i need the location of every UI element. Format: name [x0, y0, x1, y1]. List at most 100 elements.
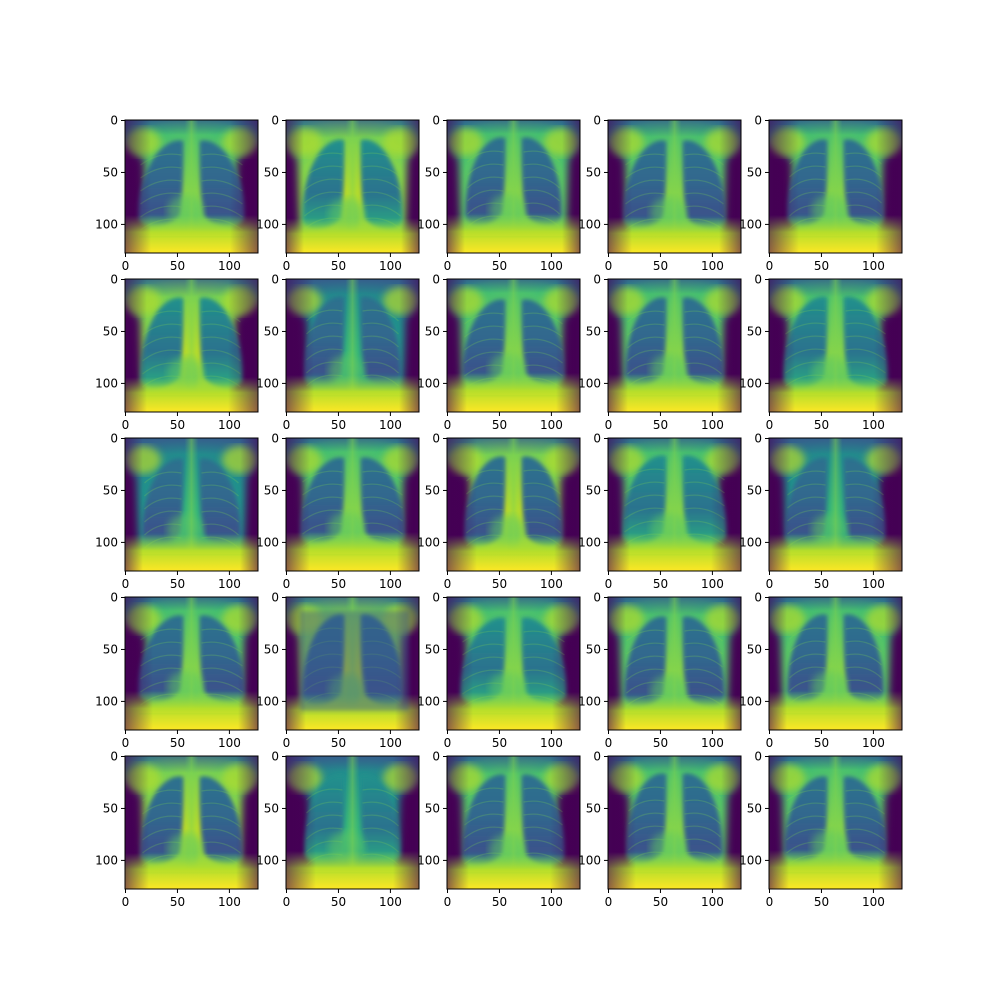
y-tick-label: 50	[586, 165, 601, 179]
axes-frame	[285, 278, 420, 413]
xray-image	[769, 120, 902, 253]
subplot-panel: 0 0 50 50 100 100	[417, 750, 581, 909]
x-tick-label: 100	[218, 736, 241, 750]
y-tick-label: 100	[578, 853, 601, 867]
subplot-panel: 0 0 50 50 100 100	[578, 432, 742, 591]
y-tick-label: 100	[578, 376, 601, 390]
axes-frame	[768, 119, 903, 254]
x-tick-label: 100	[379, 736, 402, 750]
y-tick-label: 0	[110, 432, 118, 446]
y-tick-label: 100	[578, 535, 601, 549]
y-tick-label: 50	[264, 483, 279, 497]
xray-image	[286, 597, 419, 730]
x-tick-label: 0	[766, 259, 774, 273]
y-tick-label: 0	[593, 432, 601, 446]
y-tick-label: 50	[103, 324, 118, 338]
x-tick-label: 0	[122, 418, 130, 432]
axes-frame	[285, 755, 420, 890]
y-tick-label: 100	[739, 217, 762, 231]
x-tick-label: 0	[283, 418, 291, 432]
x-tick-label: 0	[283, 577, 291, 591]
x-tick-label: 100	[218, 418, 241, 432]
xray-image	[125, 597, 258, 730]
y-tick-label: 100	[95, 853, 118, 867]
axes-frame	[768, 437, 903, 572]
x-tick-label: 50	[653, 418, 668, 432]
x-tick-label: 50	[170, 577, 185, 591]
subplot-panel: 0 0 50 50 100 100	[256, 750, 420, 909]
x-tick-label: 50	[170, 895, 185, 909]
y-tick-label: 0	[593, 273, 601, 287]
x-tick-label: 50	[492, 736, 507, 750]
xray-image	[286, 279, 419, 412]
xray-image	[608, 597, 741, 730]
y-tick-label: 50	[103, 642, 118, 656]
y-tick-label: 0	[754, 114, 762, 128]
y-tick-label: 50	[586, 324, 601, 338]
y-tick-label: 0	[432, 750, 440, 764]
y-tick-label: 0	[754, 273, 762, 287]
x-tick-label: 0	[122, 259, 130, 273]
xray-image	[769, 756, 902, 889]
axes-frame	[124, 119, 259, 254]
axes-frame	[446, 278, 581, 413]
x-tick-label: 50	[492, 895, 507, 909]
y-tick-label: 0	[593, 114, 601, 128]
x-tick-label: 100	[701, 736, 724, 750]
subplot-panel: 0 0 50 50 100 100	[417, 591, 581, 750]
subplot-panel: 0 0 50 50 100 100	[256, 273, 420, 432]
subplot-panel: 0 0 50 50 100 100	[578, 273, 742, 432]
x-tick-label: 50	[331, 577, 346, 591]
x-tick-label: 50	[653, 577, 668, 591]
y-tick-label: 100	[256, 376, 279, 390]
subplot-panel: 0 0 50 50 100 100	[95, 432, 259, 591]
y-tick-label: 0	[432, 432, 440, 446]
subplot-panel: 0 0 50 50 100 100	[95, 273, 259, 432]
x-tick-label: 100	[379, 577, 402, 591]
x-tick-label: 50	[814, 577, 829, 591]
x-tick-label: 0	[766, 418, 774, 432]
xray-image	[608, 279, 741, 412]
y-tick-label: 100	[739, 535, 762, 549]
x-tick-label: 100	[540, 259, 563, 273]
x-tick-label: 50	[170, 418, 185, 432]
x-tick-label: 0	[444, 259, 452, 273]
xray-image	[286, 756, 419, 889]
axes-frame	[446, 596, 581, 731]
axes-frame	[607, 278, 742, 413]
x-tick-label: 100	[701, 418, 724, 432]
x-tick-label: 50	[814, 259, 829, 273]
y-tick-label: 50	[586, 483, 601, 497]
y-tick-label: 50	[586, 801, 601, 815]
x-tick-label: 100	[540, 736, 563, 750]
x-tick-label: 0	[605, 895, 613, 909]
x-tick-label: 0	[283, 259, 291, 273]
y-tick-label: 100	[256, 694, 279, 708]
y-tick-label: 0	[110, 750, 118, 764]
x-tick-label: 50	[653, 895, 668, 909]
xray-image	[125, 756, 258, 889]
y-tick-label: 50	[747, 324, 762, 338]
axes-frame	[285, 596, 420, 731]
x-tick-label: 50	[492, 259, 507, 273]
axes-frame	[124, 278, 259, 413]
y-tick-label: 50	[103, 801, 118, 815]
x-tick-label: 0	[444, 418, 452, 432]
axes-frame	[285, 119, 420, 254]
y-tick-label: 100	[256, 535, 279, 549]
subplot-panel: 0 0 50 50 100 100	[417, 273, 581, 432]
y-tick-label: 100	[578, 694, 601, 708]
x-tick-label: 100	[701, 259, 724, 273]
axes-frame	[768, 755, 903, 890]
xray-image	[769, 438, 902, 571]
x-tick-label: 100	[701, 577, 724, 591]
x-tick-label: 100	[379, 418, 402, 432]
y-tick-label: 50	[747, 642, 762, 656]
x-tick-label: 50	[170, 736, 185, 750]
x-tick-label: 100	[862, 736, 885, 750]
axes-frame	[607, 437, 742, 572]
xray-image	[447, 756, 580, 889]
subplot-panel: 0 0 50 50 100 100	[95, 114, 259, 273]
x-tick-label: 100	[701, 895, 724, 909]
